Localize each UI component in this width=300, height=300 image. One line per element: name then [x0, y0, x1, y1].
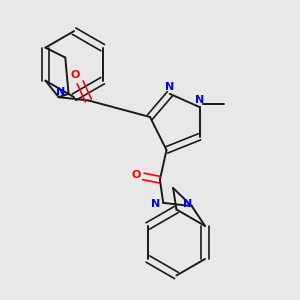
Text: N: N [56, 87, 65, 97]
Text: N: N [151, 200, 160, 209]
Text: N: N [195, 95, 204, 105]
Text: O: O [70, 70, 80, 80]
Text: N: N [183, 200, 193, 209]
Text: N: N [164, 82, 174, 92]
Text: O: O [131, 170, 141, 180]
